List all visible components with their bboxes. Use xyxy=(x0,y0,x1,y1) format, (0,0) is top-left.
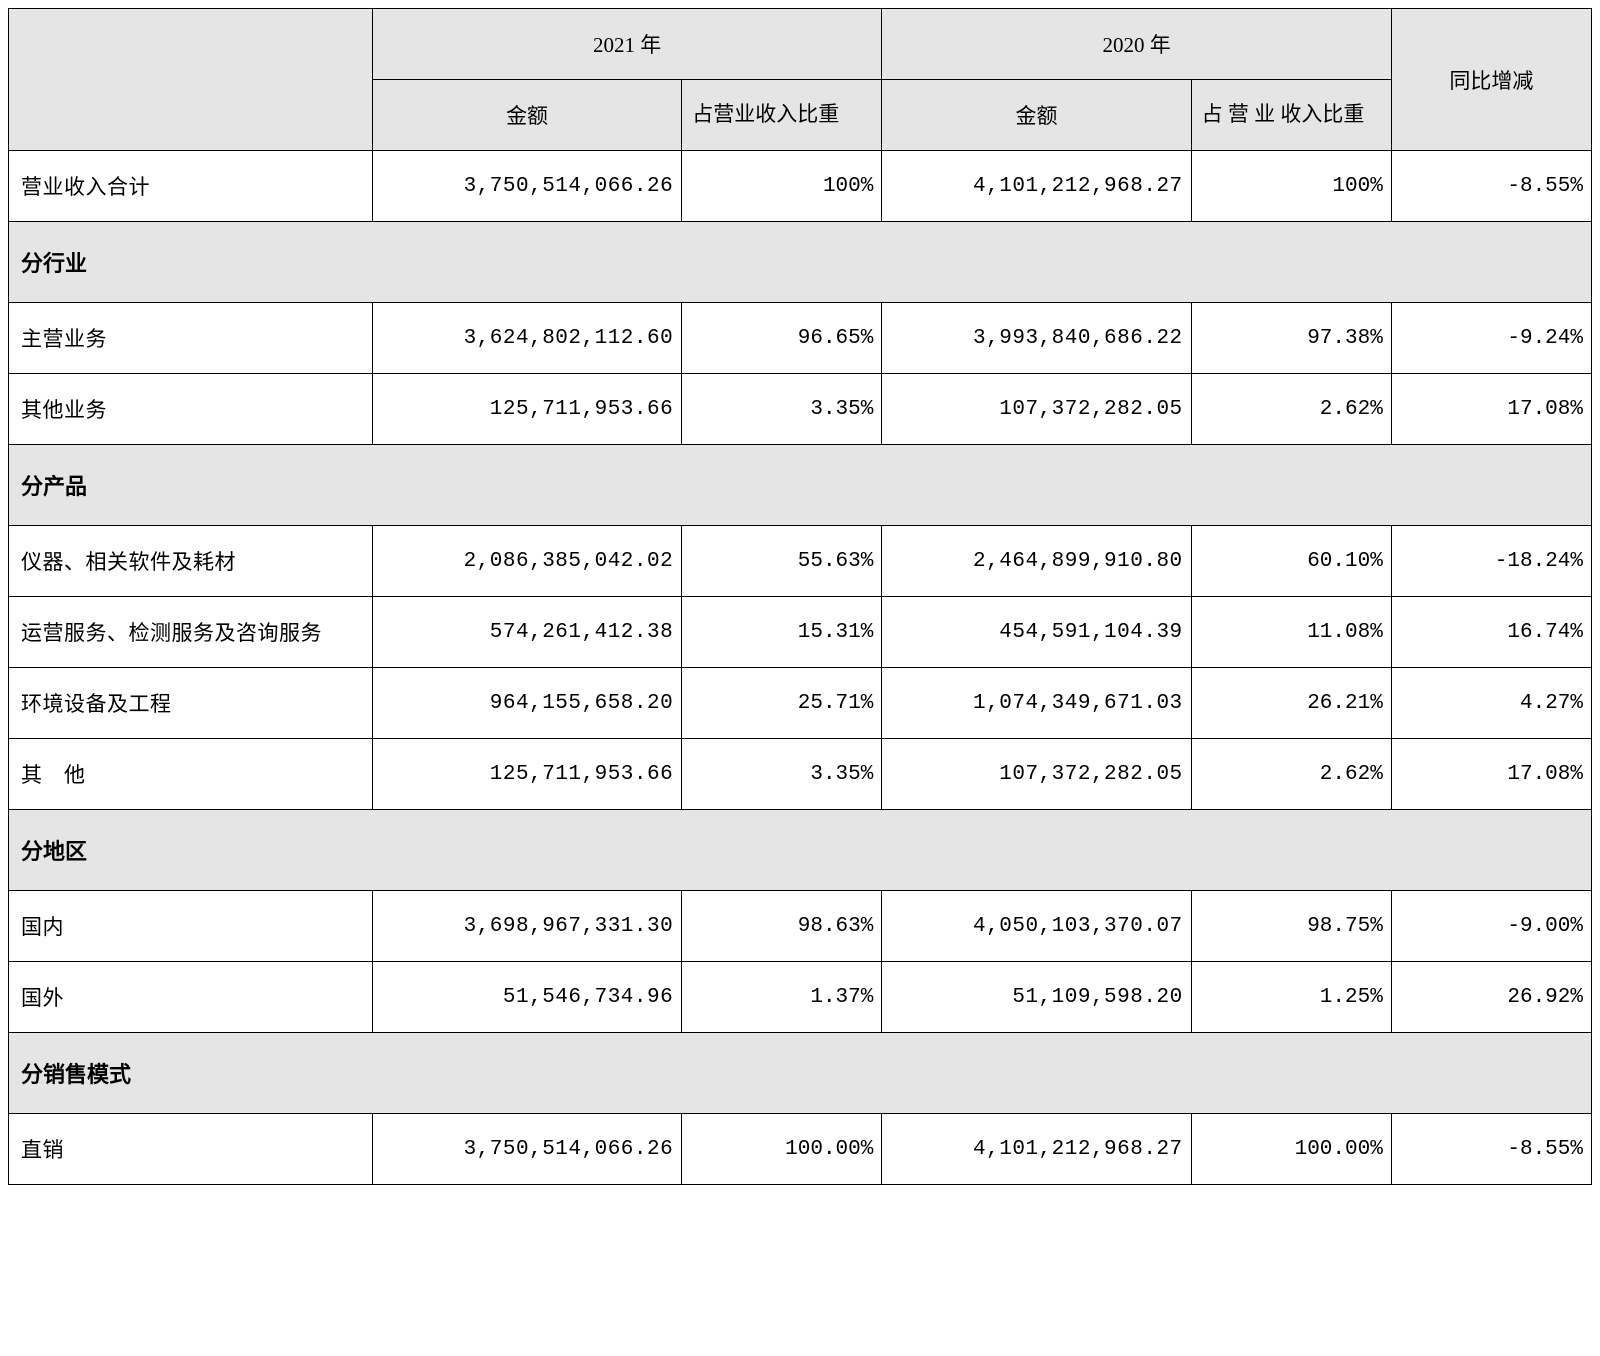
cell-amt-2021: 125,711,953.66 xyxy=(372,374,681,445)
cell-pct-2020: 97.38% xyxy=(1191,303,1391,374)
section-label: 分产品 xyxy=(9,445,1592,526)
cell-amt-2020: 4,050,103,370.07 xyxy=(882,891,1191,962)
cell-change: -8.55% xyxy=(1391,151,1591,222)
cell-label: 直销 xyxy=(9,1114,373,1185)
header-pct-2020: 占 营 业 收入比重 xyxy=(1191,80,1391,151)
header-amount-2020: 金额 xyxy=(882,80,1191,151)
cell-change: 16.74% xyxy=(1391,597,1591,668)
section-label: 分地区 xyxy=(9,810,1592,891)
row-main-business: 主营业务 3,624,802,112.60 96.65% 3,993,840,6… xyxy=(9,303,1592,374)
row-environment: 环境设备及工程 964,155,658.20 25.71% 1,074,349,… xyxy=(9,668,1592,739)
cell-change: 17.08% xyxy=(1391,374,1591,445)
cell-amt-2021: 2,086,385,042.02 xyxy=(372,526,681,597)
cell-pct-2021: 96.65% xyxy=(682,303,882,374)
header-yoy: 同比增减 xyxy=(1391,9,1591,151)
cell-amt-2020: 2,464,899,910.80 xyxy=(882,526,1191,597)
row-domestic: 国内 3,698,967,331.30 98.63% 4,050,103,370… xyxy=(9,891,1592,962)
cell-change: 4.27% xyxy=(1391,668,1591,739)
cell-pct-2021: 15.31% xyxy=(682,597,882,668)
cell-label: 营业收入合计 xyxy=(9,151,373,222)
cell-amt-2020: 1,074,349,671.03 xyxy=(882,668,1191,739)
cell-label: 环境设备及工程 xyxy=(9,668,373,739)
cell-pct-2020: 1.25% xyxy=(1191,962,1391,1033)
cell-amt-2021: 964,155,658.20 xyxy=(372,668,681,739)
cell-label: 运营服务、检测服务及咨询服务 xyxy=(9,597,373,668)
header-blank xyxy=(9,9,373,151)
cell-amt-2021: 125,711,953.66 xyxy=(372,739,681,810)
header-row-1: 2021 年 2020 年 同比增减 xyxy=(9,9,1592,80)
cell-amt-2021: 3,750,514,066.26 xyxy=(372,1114,681,1185)
cell-pct-2020: 26.21% xyxy=(1191,668,1391,739)
cell-pct-2021: 1.37% xyxy=(682,962,882,1033)
cell-amt-2021: 3,624,802,112.60 xyxy=(372,303,681,374)
cell-label: 仪器、相关软件及耗材 xyxy=(9,526,373,597)
cell-pct-2020: 100.00% xyxy=(1191,1114,1391,1185)
cell-amt-2021: 574,261,412.38 xyxy=(372,597,681,668)
financial-table: 2021 年 2020 年 同比增减 金额 占营业收入比重 金额 占 营 业 收… xyxy=(8,8,1592,1185)
section-sales: 分销售模式 xyxy=(9,1033,1592,1114)
cell-amt-2021: 3,750,514,066.26 xyxy=(372,151,681,222)
cell-label: 主营业务 xyxy=(9,303,373,374)
cell-pct-2021: 100% xyxy=(682,151,882,222)
cell-pct-2021: 3.35% xyxy=(682,374,882,445)
row-other-product: 其 他 125,711,953.66 3.35% 107,372,282.05 … xyxy=(9,739,1592,810)
row-direct: 直销 3,750,514,066.26 100.00% 4,101,212,96… xyxy=(9,1114,1592,1185)
header-pct-2021: 占营业收入比重 xyxy=(682,80,882,151)
cell-amt-2020: 3,993,840,686.22 xyxy=(882,303,1191,374)
cell-pct-2021: 3.35% xyxy=(682,739,882,810)
row-services: 运营服务、检测服务及咨询服务 574,261,412.38 15.31% 454… xyxy=(9,597,1592,668)
row-overseas: 国外 51,546,734.96 1.37% 51,109,598.20 1.2… xyxy=(9,962,1592,1033)
cell-pct-2020: 11.08% xyxy=(1191,597,1391,668)
cell-amt-2021: 51,546,734.96 xyxy=(372,962,681,1033)
cell-amt-2021: 3,698,967,331.30 xyxy=(372,891,681,962)
section-product: 分产品 xyxy=(9,445,1592,526)
cell-change: 26.92% xyxy=(1391,962,1591,1033)
cell-amt-2020: 4,101,212,968.27 xyxy=(882,1114,1191,1185)
cell-pct-2021: 98.63% xyxy=(682,891,882,962)
row-other-business: 其他业务 125,711,953.66 3.35% 107,372,282.05… xyxy=(9,374,1592,445)
cell-change: -9.24% xyxy=(1391,303,1591,374)
section-label: 分销售模式 xyxy=(9,1033,1592,1114)
header-2020: 2020 年 xyxy=(882,9,1391,80)
header-2021: 2021 年 xyxy=(372,9,881,80)
cell-pct-2021: 55.63% xyxy=(682,526,882,597)
cell-label: 国内 xyxy=(9,891,373,962)
cell-label: 其 他 xyxy=(9,739,373,810)
cell-pct-2020: 98.75% xyxy=(1191,891,1391,962)
cell-amt-2020: 4,101,212,968.27 xyxy=(882,151,1191,222)
cell-label: 其他业务 xyxy=(9,374,373,445)
cell-amt-2020: 51,109,598.20 xyxy=(882,962,1191,1033)
cell-pct-2021: 25.71% xyxy=(682,668,882,739)
row-instruments: 仪器、相关软件及耗材 2,086,385,042.02 55.63% 2,464… xyxy=(9,526,1592,597)
header-amount-2021: 金额 xyxy=(372,80,681,151)
cell-pct-2020: 60.10% xyxy=(1191,526,1391,597)
cell-pct-2020: 2.62% xyxy=(1191,374,1391,445)
cell-pct-2020: 2.62% xyxy=(1191,739,1391,810)
section-industry: 分行业 xyxy=(9,222,1592,303)
cell-change: 17.08% xyxy=(1391,739,1591,810)
cell-amt-2020: 454,591,104.39 xyxy=(882,597,1191,668)
cell-change: -8.55% xyxy=(1391,1114,1591,1185)
cell-label: 国外 xyxy=(9,962,373,1033)
cell-change: -9.00% xyxy=(1391,891,1591,962)
section-label: 分行业 xyxy=(9,222,1592,303)
cell-pct-2021: 100.00% xyxy=(682,1114,882,1185)
section-region: 分地区 xyxy=(9,810,1592,891)
row-total: 营业收入合计 3,750,514,066.26 100% 4,101,212,9… xyxy=(9,151,1592,222)
cell-change: -18.24% xyxy=(1391,526,1591,597)
cell-pct-2020: 100% xyxy=(1191,151,1391,222)
cell-amt-2020: 107,372,282.05 xyxy=(882,739,1191,810)
cell-amt-2020: 107,372,282.05 xyxy=(882,374,1191,445)
